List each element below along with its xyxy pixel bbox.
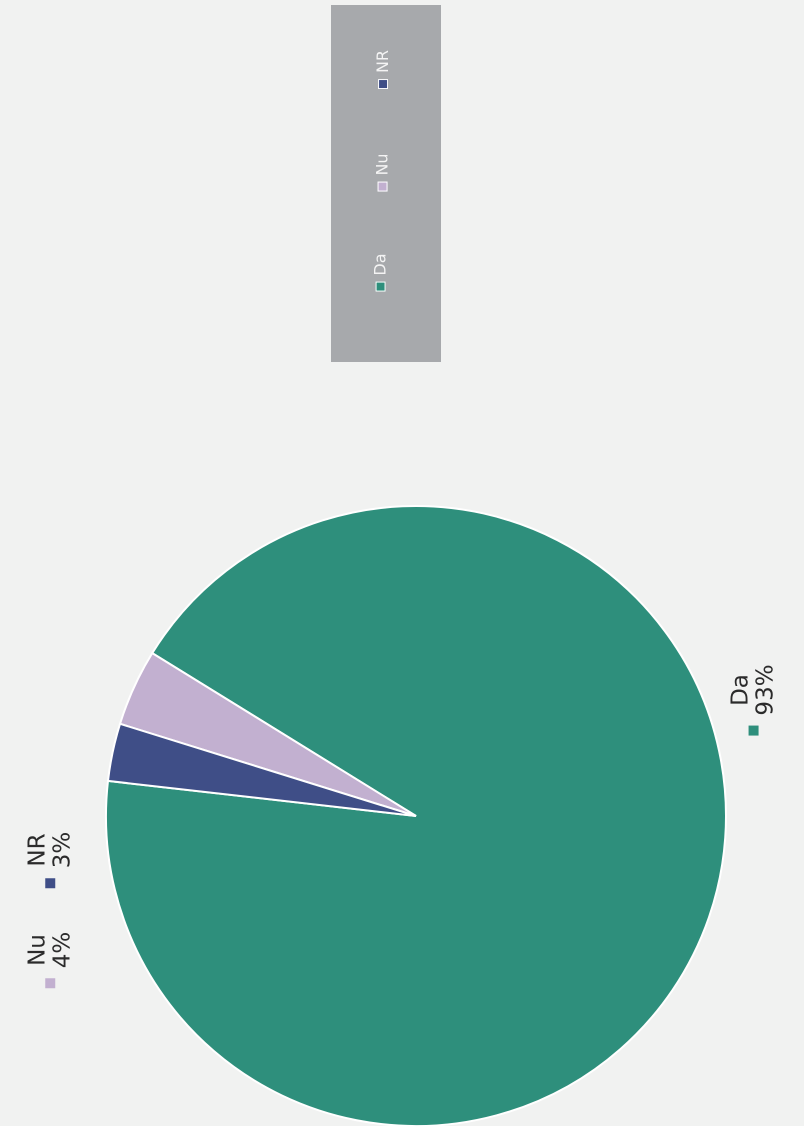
data-label-da-value: 93% — [752, 664, 779, 716]
data-label-da: Da 93% — [727, 664, 779, 736]
data-label-da-category: Da — [727, 674, 754, 706]
data-label-nr: NR 3% — [24, 831, 76, 889]
pie-slice-nr — [106, 722, 417, 817]
data-label-nr-value: 3% — [49, 831, 76, 869]
legend-item-da: Da — [370, 253, 390, 292]
legend-swatch-nu — [377, 181, 388, 192]
legend-swatch-da — [375, 281, 386, 292]
legend-label-nu: Nu — [372, 153, 392, 176]
legend: Da Nu NR — [331, 5, 441, 362]
data-label-nu: Nu 4% — [24, 931, 76, 989]
data-label-nu-value: 4% — [49, 931, 76, 969]
legend-item-nu: Nu — [372, 153, 392, 192]
da-swatch — [748, 725, 759, 736]
legend-label-nr: NR — [373, 49, 393, 74]
legend-swatch-nr — [377, 79, 388, 90]
legend-item-nr: NR — [373, 49, 393, 90]
data-label-nu-category: Nu — [24, 934, 51, 966]
nr-swatch — [45, 878, 56, 889]
legend-label-da: Da — [370, 253, 390, 276]
nu-swatch — [45, 978, 56, 989]
data-label-nr-category: NR — [24, 833, 51, 867]
